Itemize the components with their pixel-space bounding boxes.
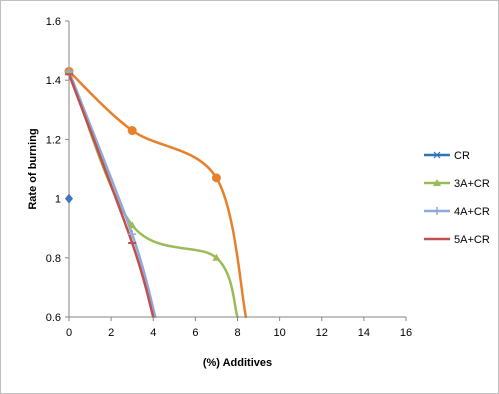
series-line-3 <box>69 73 155 318</box>
x-tick-label: 16 <box>400 327 412 339</box>
x-tick-label: 14 <box>358 327 370 339</box>
x-tick-label: 12 <box>316 327 328 339</box>
legend-item: 5A+CR <box>424 234 490 246</box>
legend-label: 4A+CR <box>454 206 490 218</box>
y-tick-label: 0.8 <box>46 253 61 265</box>
x-tick-label: 6 <box>192 327 198 339</box>
series-line-0 <box>69 70 248 318</box>
data-point-marker <box>128 221 137 229</box>
legend-marker <box>433 179 441 186</box>
legend-item: 3A+CR <box>424 178 490 190</box>
series-line-2 <box>69 70 157 318</box>
x-tick-label: 8 <box>234 327 240 339</box>
legend-label: 5A+CR <box>454 234 490 246</box>
legend-item: 4A+CR <box>424 206 490 218</box>
y-tick-label: 0.6 <box>46 312 61 324</box>
data-point-marker <box>128 230 137 239</box>
data-point-marker <box>127 126 137 136</box>
y-tick-label: 1.2 <box>46 134 61 146</box>
legend-label: CR <box>454 150 470 162</box>
data-point-marker <box>211 173 221 183</box>
x-tick-label: 0 <box>66 327 72 339</box>
data-point-marker <box>212 253 221 261</box>
y-axis-title: Rate of burning <box>27 128 39 209</box>
legend-item: CR <box>424 150 470 162</box>
x-tick-label: 10 <box>274 327 286 339</box>
legend-label: 3A+CR <box>454 178 490 190</box>
x-tick-label: 2 <box>108 327 114 339</box>
y-tick-label: 1.4 <box>46 75 61 87</box>
legend-marker <box>433 207 441 215</box>
data-point-marker <box>65 193 73 204</box>
series-layer <box>69 70 248 318</box>
axes-layer: 0.6 0.8 1 1.2 1.4 1.6 0 2 4 6 8 10 12 14 16 <box>46 16 412 339</box>
legend: CR 3A+CR 4A+CR 5A+CR <box>424 150 490 246</box>
y-tick-label: 1 <box>55 194 61 206</box>
y-tick-label: 1.6 <box>46 16 61 28</box>
markers-layer <box>64 66 221 261</box>
x-tick-label: 4 <box>150 327 156 339</box>
legend-marker <box>433 151 441 159</box>
series-line-1 <box>69 70 239 318</box>
x-axis-title: (%) Additives <box>203 357 272 369</box>
